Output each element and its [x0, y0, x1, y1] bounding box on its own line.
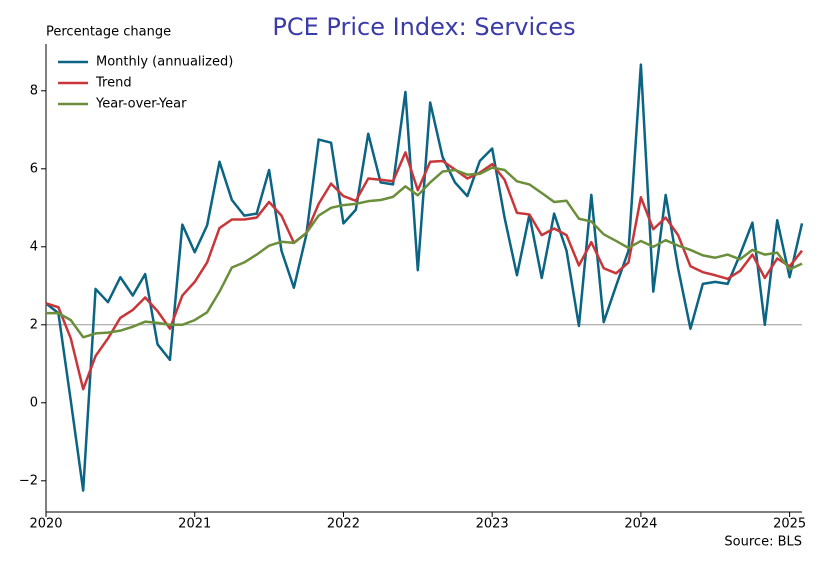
- series-line: [45, 151, 803, 391]
- y-tick-label: 4: [30, 239, 38, 254]
- legend-label: Trend: [95, 76, 132, 91]
- x-tick-label: 2021: [178, 517, 211, 532]
- x-tick-label: 2022: [327, 517, 360, 532]
- chart-title: PCE Price Index: Services: [272, 13, 575, 41]
- x-tick-label: 2025: [773, 517, 806, 532]
- y-tick-label: 6: [30, 161, 38, 176]
- series-line: [46, 166, 803, 339]
- y-tick-label: 8: [30, 83, 38, 98]
- y-tick-label: 2: [30, 317, 38, 332]
- y-tick-label: −2: [19, 473, 38, 488]
- legend-label: Monthly (annualized): [96, 55, 233, 70]
- y-tick-label: 0: [30, 395, 38, 410]
- y-axis-label: Percentage change: [46, 25, 171, 40]
- series-line: [45, 63, 804, 492]
- legend-label: Year-over-Year: [95, 97, 187, 112]
- source: Source: BLS: [724, 535, 802, 550]
- x-tick-label: 2020: [29, 517, 62, 532]
- x-tick-label: 2024: [624, 517, 657, 532]
- x-tick-label: 2023: [476, 517, 509, 532]
